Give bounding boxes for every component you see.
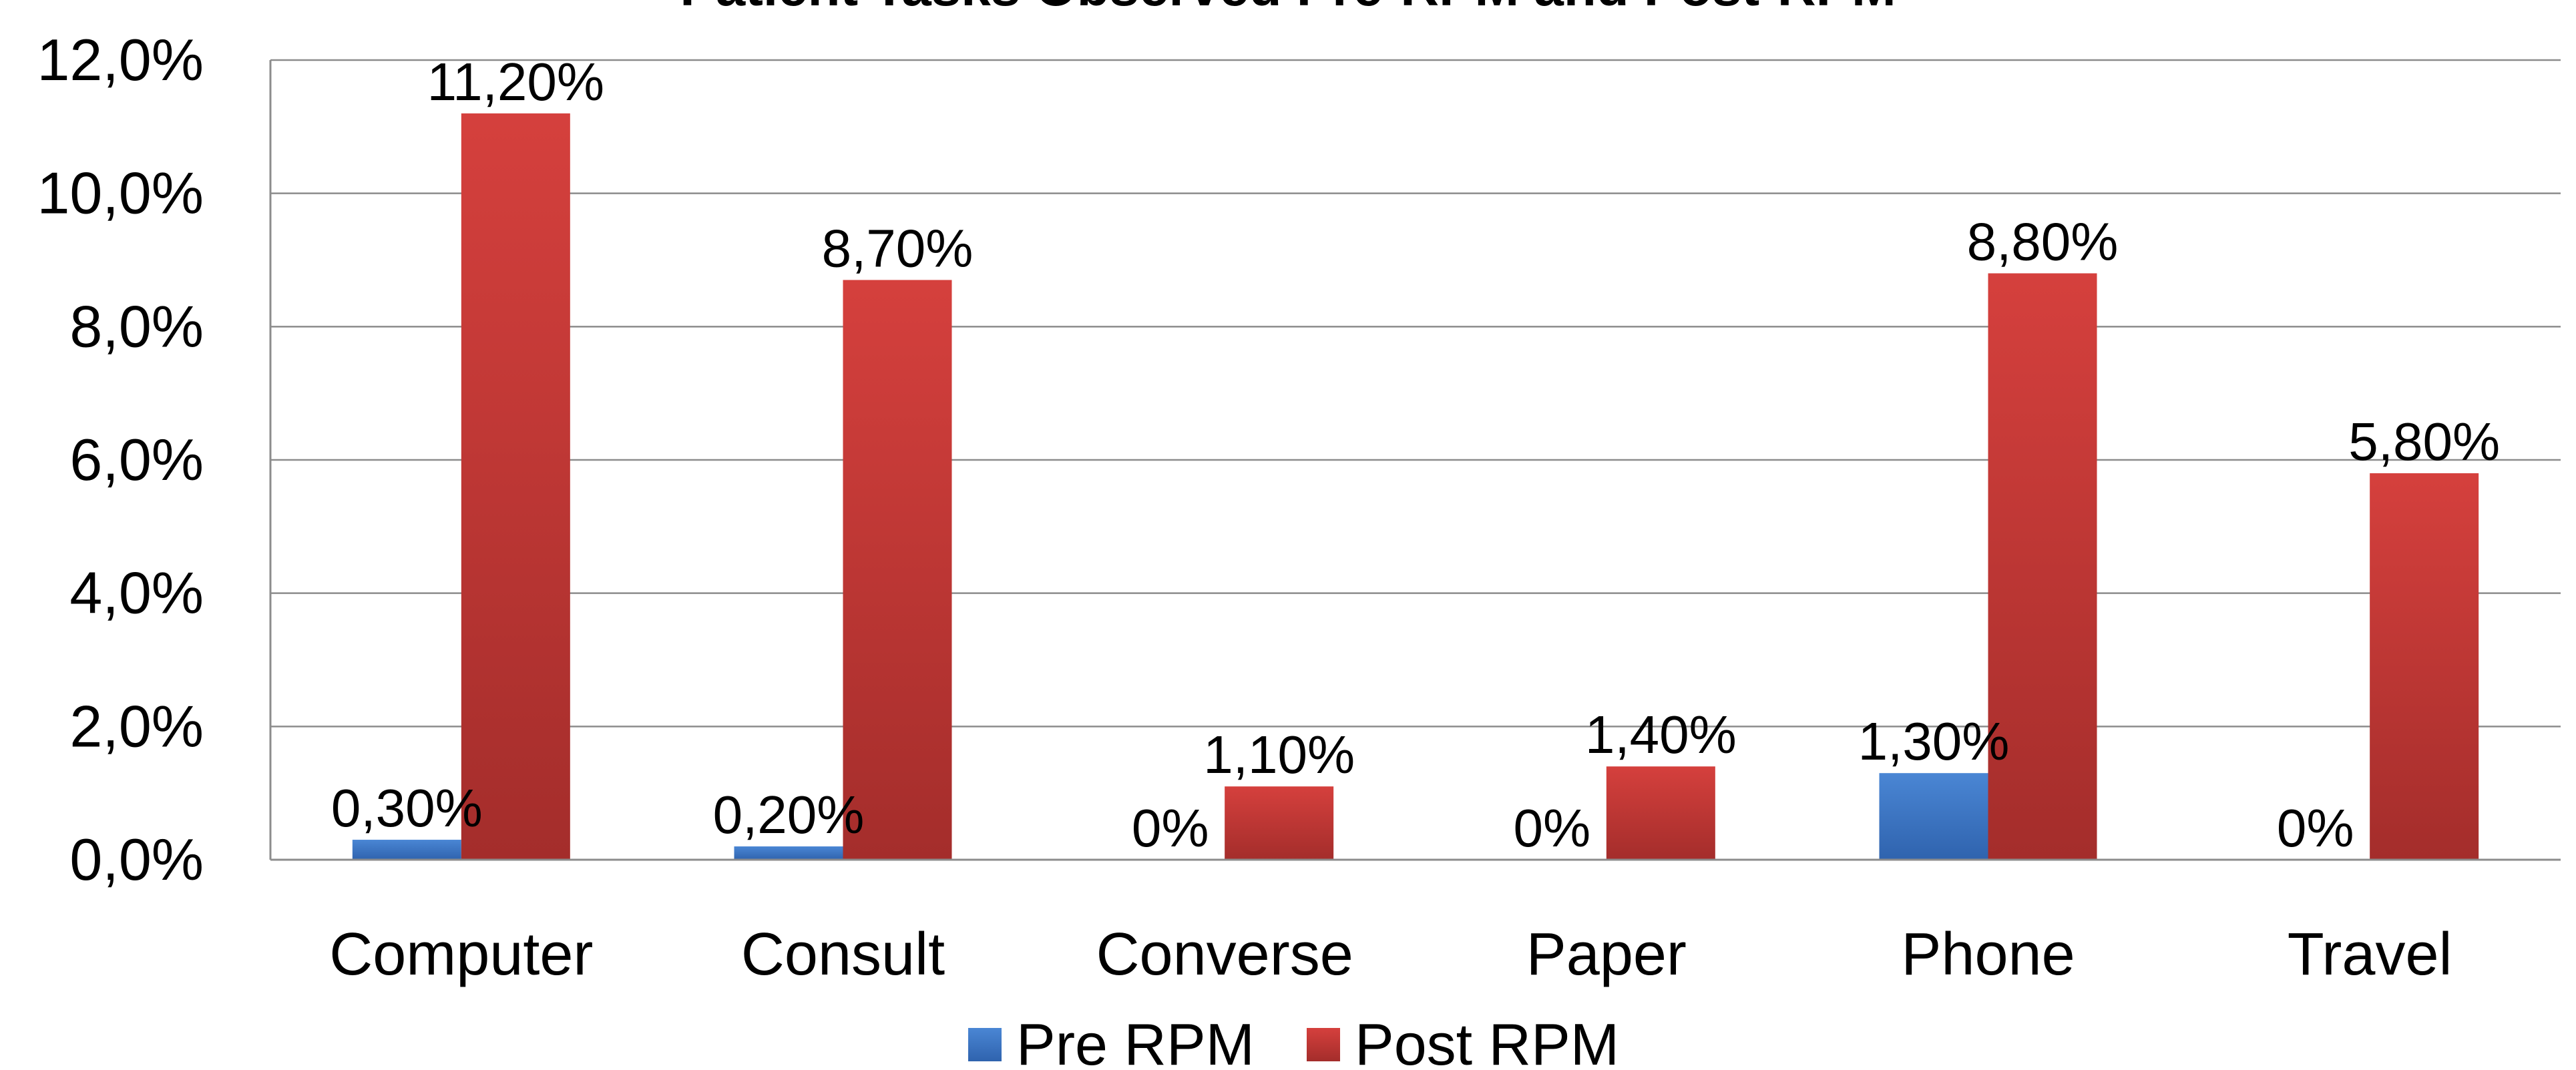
chart-title-layer: Patient Tasks Observed Pre-RPM and Post-… (680, 0, 1896, 17)
x-category-label: Paper (1526, 921, 1687, 988)
legend: Pre RPM Post RPM (968, 1011, 1619, 1070)
data-label-post-rpm: 1,10% (1203, 725, 1355, 784)
data-label-post-rpm: 5,80% (2348, 412, 2500, 471)
y-axis: 0,0% 2,0% 4,0% 6,0% 8,0% 10,0% 12,0% (37, 27, 272, 892)
x-category-label: Consult (741, 921, 945, 988)
y-tick-label: 10,0% (37, 160, 204, 226)
data-label-post-rpm: 8,80% (1967, 212, 2119, 271)
data-label-pre-rpm: 1,30% (1858, 712, 2010, 771)
bar-pre-rpm (352, 840, 461, 860)
data-label-post-rpm: 8,70% (822, 218, 974, 278)
bar-post-rpm (843, 280, 952, 860)
y-tick-label: 12,0% (37, 27, 204, 93)
data-label-post-rpm: 11,20% (427, 52, 604, 111)
x-category-label: Computer (329, 921, 593, 988)
bar-post-rpm (1606, 766, 1715, 860)
y-tick-label: 2,0% (69, 693, 204, 759)
data-label-post-rpm: 1,40% (1585, 705, 1737, 764)
x-category-label: Phone (1901, 921, 2075, 988)
data-label-pre-rpm: 0,20% (713, 785, 865, 844)
data-label-pre-rpm: 0,30% (331, 778, 483, 838)
data-labels: 0,30% 11,20% 0,20% 8,70% 0% 1,10% 0% 1,40% 1,30%… (331, 52, 2500, 858)
bar-post-rpm (2370, 473, 2479, 860)
bar-post-rpm (1988, 273, 2097, 860)
legend-label-post-rpm: Post RPM (1355, 1011, 1619, 1070)
x-axis: Computer Consult Converse Paper Phone Travel (270, 858, 2561, 988)
data-label-pre-rpm: 0% (2277, 798, 2354, 858)
bars (352, 113, 2479, 860)
bar-pre-rpm (734, 846, 843, 860)
bar-pre-rpm (1879, 773, 1988, 860)
chart-title: Patient Tasks Observed Pre-RPM and Post-… (680, 0, 1896, 17)
y-tick-label: 6,0% (69, 427, 204, 493)
bar-post-rpm (1225, 786, 1334, 860)
data-label-pre-rpm: 0% (1132, 798, 1209, 858)
x-category-label: Converse (1096, 921, 1353, 988)
x-category-label: Travel (2288, 921, 2452, 988)
legend-swatch-post-rpm (1307, 1028, 1340, 1061)
y-tick-label: 8,0% (69, 293, 204, 359)
y-tick-label: 4,0% (69, 560, 204, 626)
legend-label-pre-rpm: Pre RPM (1016, 1011, 1255, 1070)
gridlines (270, 59, 2561, 728)
legend-swatch-pre-rpm (968, 1028, 1002, 1061)
bar-post-rpm (461, 113, 570, 860)
data-label-pre-rpm: 0% (1514, 798, 1591, 858)
y-tick-label: 0,0% (69, 826, 204, 892)
